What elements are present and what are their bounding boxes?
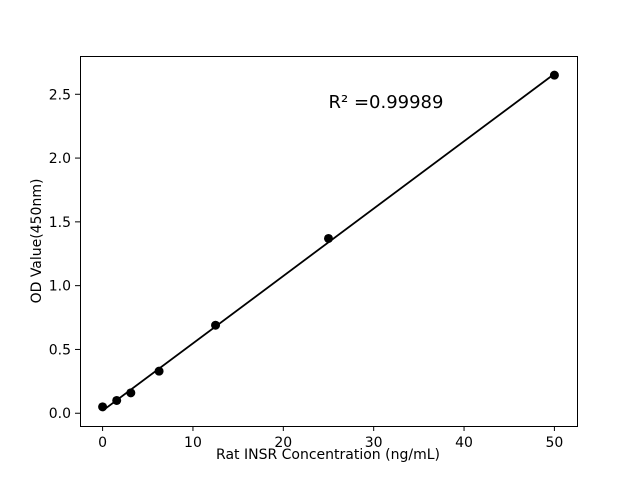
data-point [98,402,108,412]
y-tick-label: 1.5 [49,215,71,231]
data-point [154,366,164,376]
data-point [112,395,122,405]
y-tick-label: 0.5 [49,342,71,358]
y-axis-label: OD Value(450nm) [29,178,45,304]
r-squared-annotation: R² =0.99989 [328,92,444,114]
y-tick-label: 1.0 [49,279,71,295]
x-tick-label: 40 [455,435,473,451]
data-point [126,388,136,398]
data-point [324,233,333,243]
y-tick-label: 2.5 [49,87,71,103]
data-point [211,320,221,330]
axes-spines [80,56,578,427]
x-tick-label: 10 [184,435,202,451]
x-tick-label: 50 [545,435,563,451]
x-tick-label: 0 [98,435,107,451]
data-point [549,70,559,80]
y-tick-label: 2.0 [49,151,71,167]
x-tick-label: 20 [274,435,292,451]
x-tick-label: 30 [365,435,383,451]
x-axis-label: Rat INSR Concentration (ng/mL) [216,447,440,463]
y-tick-label: 0.0 [49,406,71,422]
